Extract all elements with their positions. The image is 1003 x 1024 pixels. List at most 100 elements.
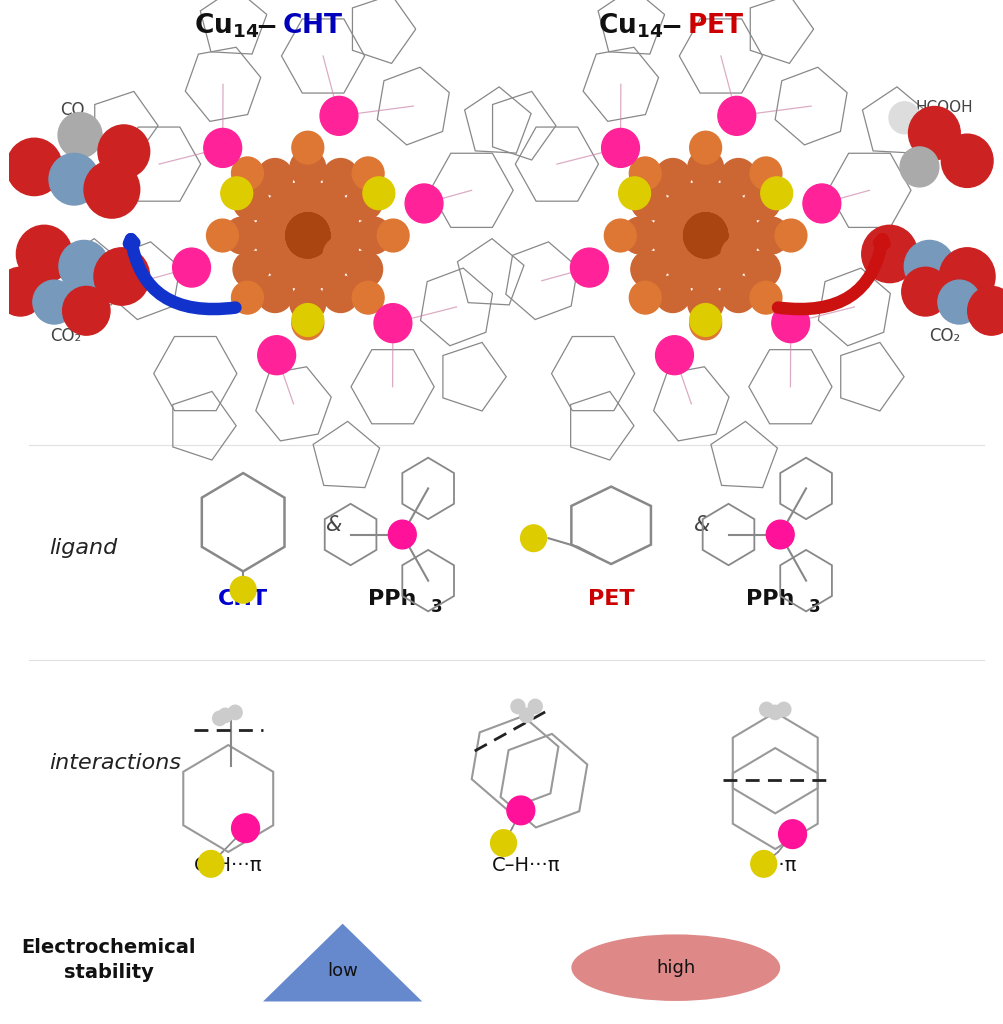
Text: CO₂: CO₂ bbox=[928, 327, 959, 345]
Circle shape bbox=[604, 219, 636, 252]
Circle shape bbox=[62, 287, 110, 335]
Circle shape bbox=[290, 285, 325, 322]
Circle shape bbox=[683, 213, 727, 258]
Circle shape bbox=[377, 219, 408, 252]
Circle shape bbox=[49, 154, 99, 205]
Circle shape bbox=[233, 183, 269, 220]
Circle shape bbox=[286, 213, 329, 258]
Circle shape bbox=[322, 275, 358, 312]
Circle shape bbox=[683, 213, 727, 258]
Circle shape bbox=[257, 275, 293, 312]
Text: $\mathbf{Cu_{14}}$: $\mathbf{Cu_{14}}$ bbox=[194, 11, 259, 40]
Circle shape bbox=[706, 183, 742, 220]
Circle shape bbox=[292, 131, 323, 164]
Circle shape bbox=[290, 150, 325, 186]
Text: HCOOH: HCOOH bbox=[915, 100, 972, 115]
Circle shape bbox=[725, 217, 761, 254]
Circle shape bbox=[207, 219, 238, 252]
Circle shape bbox=[33, 281, 75, 324]
Circle shape bbox=[528, 699, 542, 714]
Circle shape bbox=[320, 96, 357, 135]
Circle shape bbox=[286, 213, 329, 258]
Circle shape bbox=[0, 267, 44, 316]
Circle shape bbox=[374, 304, 411, 343]
Circle shape bbox=[198, 851, 224, 878]
Text: PPh: PPh bbox=[368, 589, 416, 609]
Circle shape bbox=[901, 267, 948, 316]
Circle shape bbox=[286, 213, 329, 258]
Circle shape bbox=[346, 183, 382, 220]
Circle shape bbox=[689, 307, 721, 340]
Text: &: & bbox=[324, 515, 340, 536]
Circle shape bbox=[689, 303, 721, 336]
Circle shape bbox=[967, 287, 1003, 335]
Circle shape bbox=[687, 178, 723, 215]
Circle shape bbox=[173, 248, 211, 287]
Circle shape bbox=[292, 303, 323, 336]
Text: CHT: CHT bbox=[218, 589, 268, 609]
Circle shape bbox=[654, 237, 690, 273]
Circle shape bbox=[601, 128, 639, 167]
Text: ligand: ligand bbox=[49, 538, 117, 558]
Circle shape bbox=[630, 183, 666, 220]
Circle shape bbox=[683, 213, 727, 258]
Circle shape bbox=[290, 256, 325, 294]
Circle shape bbox=[230, 577, 256, 603]
Circle shape bbox=[98, 125, 149, 178]
Circle shape bbox=[221, 177, 253, 210]
Text: C–H···π: C–H···π bbox=[491, 856, 561, 874]
Circle shape bbox=[204, 128, 242, 167]
Circle shape bbox=[899, 147, 938, 186]
Circle shape bbox=[767, 706, 781, 720]
Circle shape bbox=[802, 184, 840, 223]
Text: $\mathbf{Cu_{14}}$: $\mathbf{Cu_{14}}$ bbox=[598, 11, 663, 40]
Circle shape bbox=[490, 829, 516, 856]
Circle shape bbox=[286, 213, 329, 258]
Circle shape bbox=[939, 248, 994, 305]
Circle shape bbox=[292, 307, 323, 340]
Circle shape bbox=[752, 217, 788, 254]
Text: &: & bbox=[692, 515, 708, 536]
Circle shape bbox=[720, 237, 756, 273]
Circle shape bbox=[520, 709, 533, 723]
Text: C–H···π: C–H···π bbox=[194, 856, 263, 874]
Circle shape bbox=[58, 113, 102, 158]
Circle shape bbox=[622, 217, 657, 254]
Text: PPh: PPh bbox=[745, 589, 793, 609]
Circle shape bbox=[511, 699, 525, 714]
Circle shape bbox=[322, 159, 358, 196]
Circle shape bbox=[778, 820, 805, 849]
Circle shape bbox=[286, 213, 329, 258]
Text: π···π: π···π bbox=[753, 856, 795, 874]
Circle shape bbox=[323, 237, 358, 273]
Circle shape bbox=[507, 796, 535, 824]
Circle shape bbox=[683, 213, 727, 258]
Circle shape bbox=[346, 251, 382, 288]
Circle shape bbox=[271, 251, 306, 288]
Circle shape bbox=[683, 213, 727, 258]
Text: 3: 3 bbox=[431, 598, 442, 616]
Circle shape bbox=[749, 282, 781, 314]
Circle shape bbox=[687, 285, 723, 322]
Text: low: low bbox=[327, 962, 358, 980]
Circle shape bbox=[570, 248, 608, 287]
Circle shape bbox=[219, 709, 232, 723]
Circle shape bbox=[252, 217, 287, 254]
Circle shape bbox=[16, 225, 72, 283]
Text: CO: CO bbox=[60, 100, 84, 119]
Circle shape bbox=[286, 213, 329, 258]
Text: PET: PET bbox=[587, 589, 634, 609]
Circle shape bbox=[744, 251, 779, 288]
Circle shape bbox=[630, 251, 666, 288]
Circle shape bbox=[687, 150, 723, 186]
Text: $\mathbf{-}$: $\mathbf{-}$ bbox=[660, 12, 681, 39]
Circle shape bbox=[618, 177, 650, 210]
Circle shape bbox=[352, 157, 384, 189]
Circle shape bbox=[750, 851, 776, 878]
Circle shape bbox=[232, 157, 263, 189]
Circle shape bbox=[720, 159, 755, 196]
Circle shape bbox=[941, 134, 992, 187]
Circle shape bbox=[257, 198, 292, 234]
Circle shape bbox=[286, 213, 329, 258]
Circle shape bbox=[717, 96, 755, 135]
